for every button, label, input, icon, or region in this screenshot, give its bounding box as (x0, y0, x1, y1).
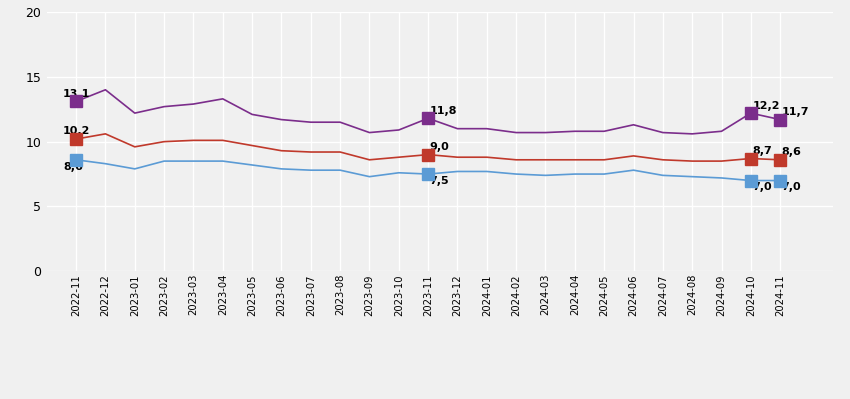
Text: 9,0: 9,0 (429, 142, 450, 152)
Text: 12,2: 12,2 (752, 101, 779, 111)
Text: 13,1: 13,1 (63, 89, 90, 99)
Text: 11,7: 11,7 (782, 107, 809, 117)
Text: 8,7: 8,7 (752, 146, 772, 156)
Text: 7,0: 7,0 (752, 182, 772, 192)
Text: 8,6: 8,6 (782, 147, 802, 157)
Text: 10,2: 10,2 (63, 126, 90, 136)
Text: 8,6: 8,6 (63, 162, 82, 172)
Text: 11,8: 11,8 (429, 106, 457, 116)
Text: 7,5: 7,5 (429, 176, 450, 186)
Text: 7,0: 7,0 (782, 182, 802, 192)
